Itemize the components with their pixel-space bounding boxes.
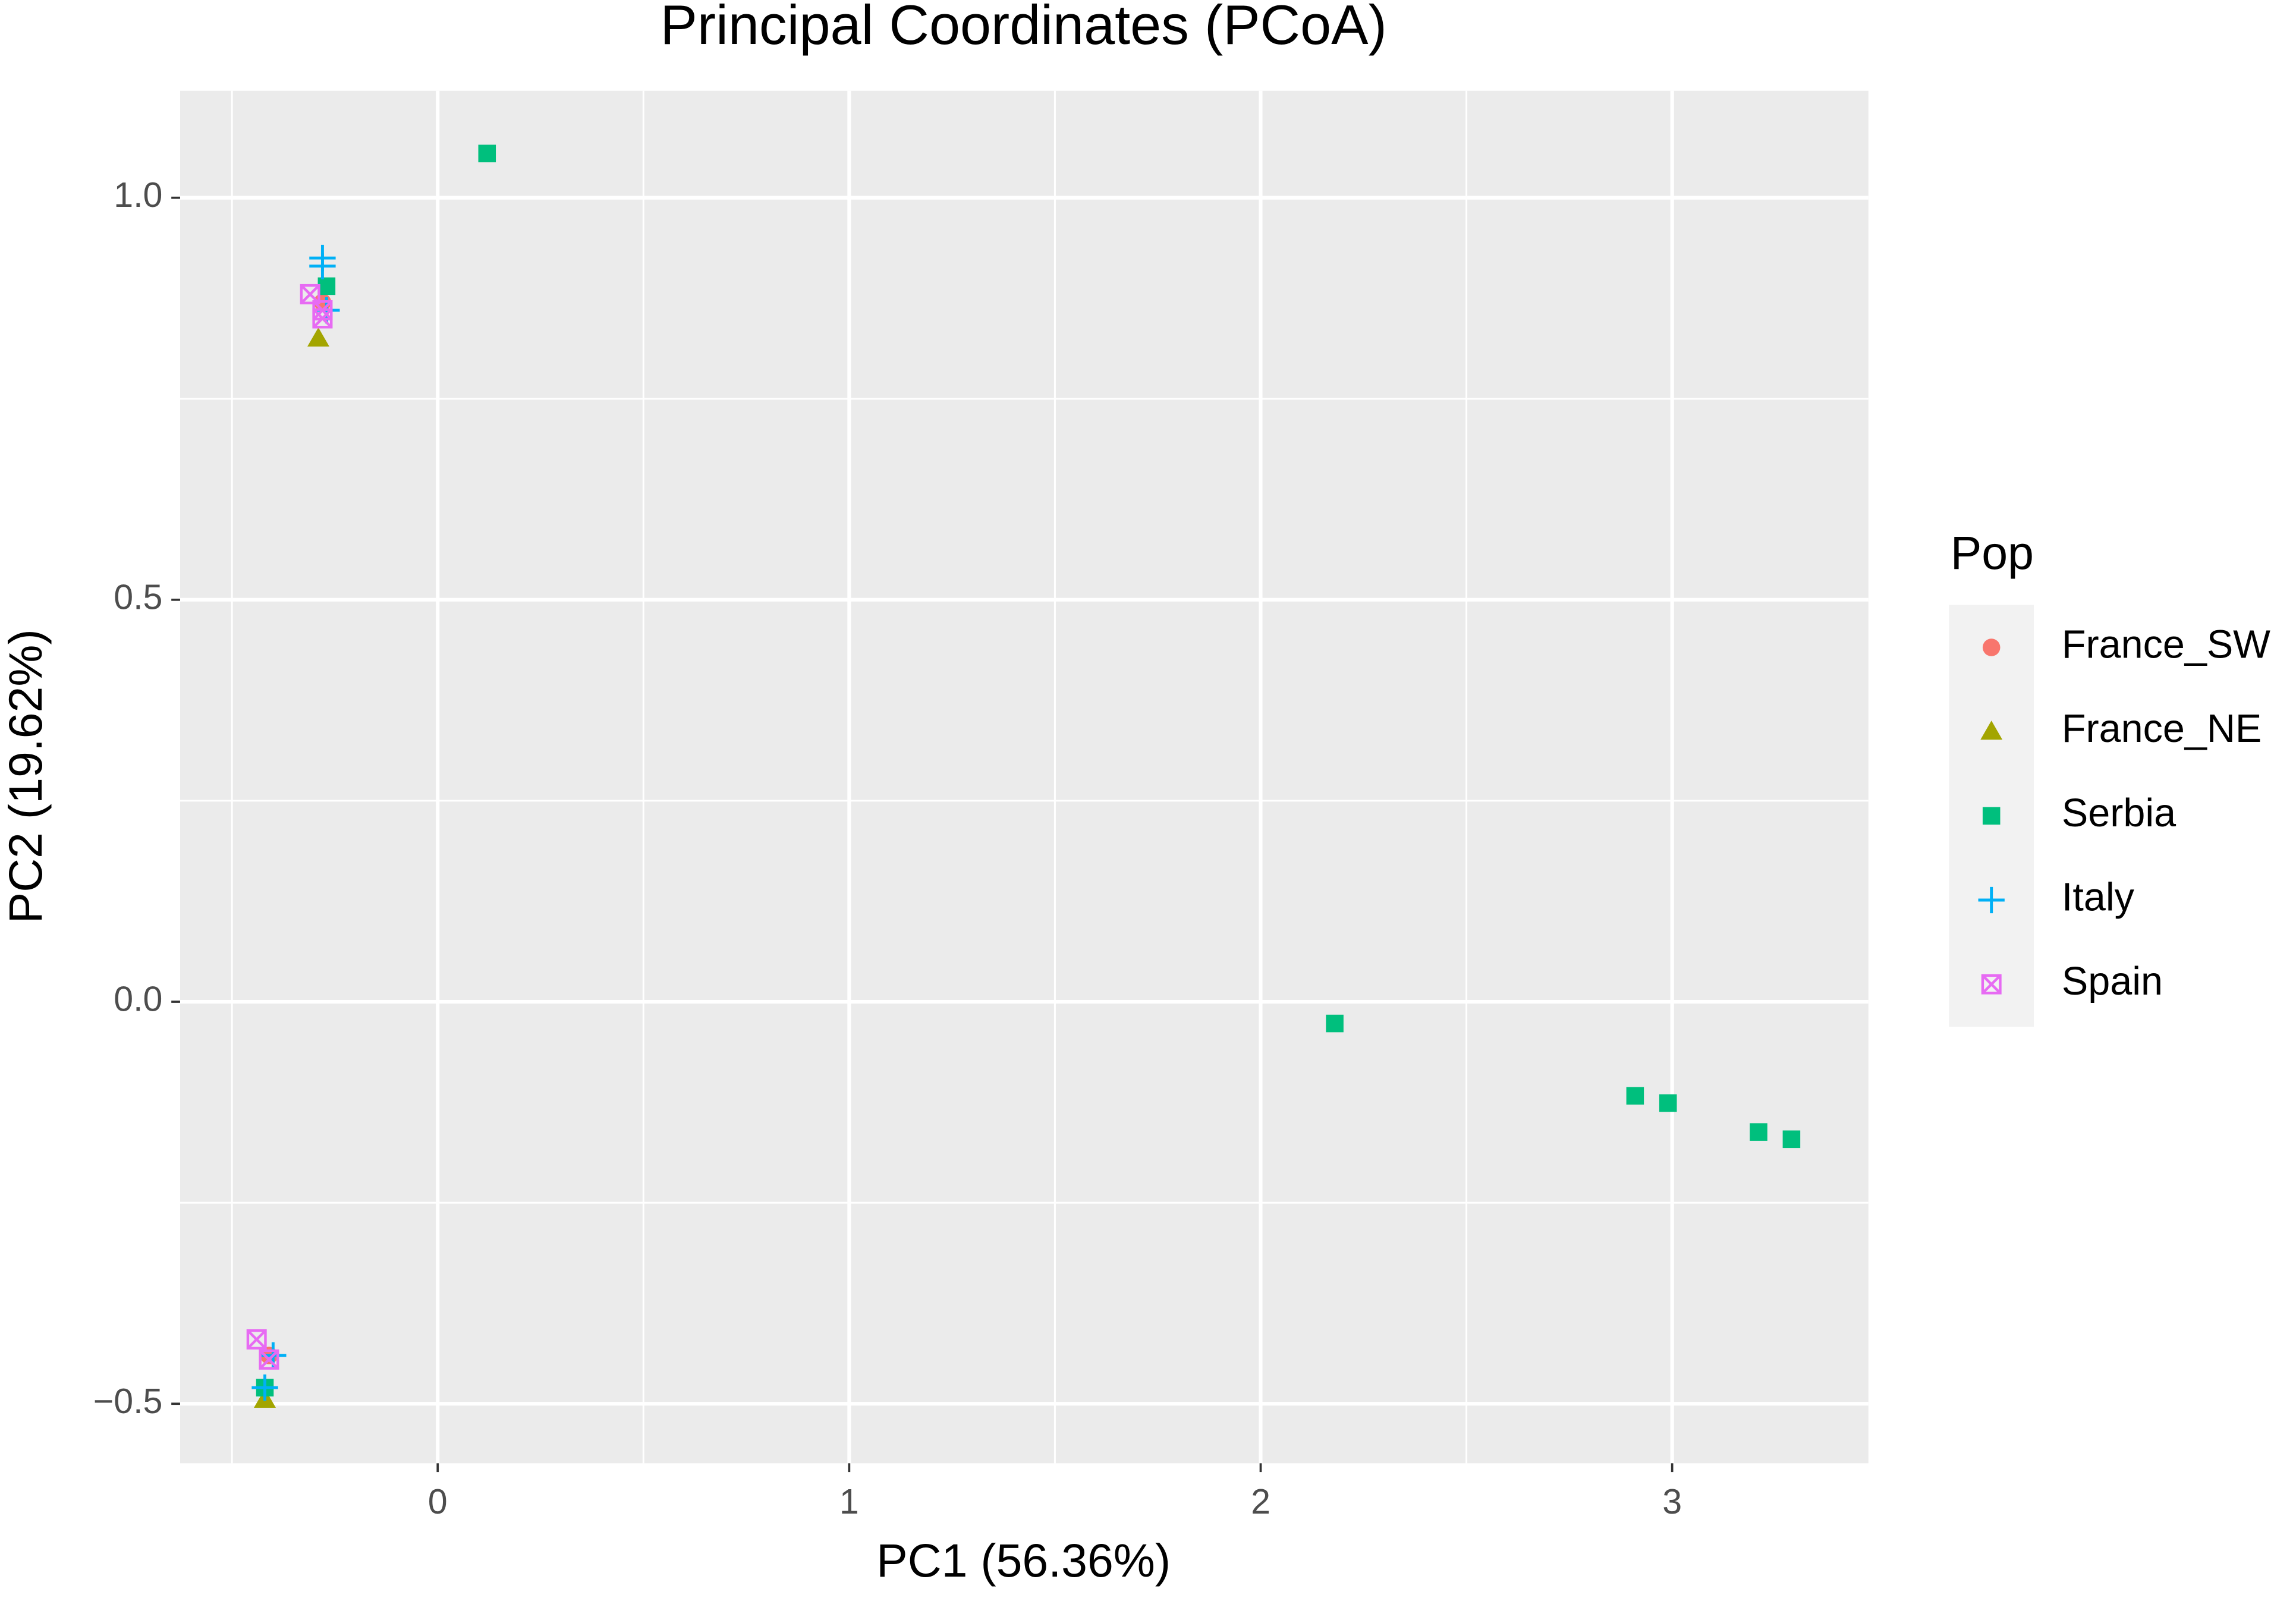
legend-key bbox=[1981, 974, 2002, 995]
legend-key bbox=[1982, 638, 2001, 656]
y-tick-label: 1.0 bbox=[114, 175, 162, 215]
y-tick-label: 0.5 bbox=[114, 577, 162, 616]
legend-key bbox=[1982, 807, 2001, 825]
data-point bbox=[1750, 1123, 1767, 1141]
legend-label: France_NE bbox=[2062, 707, 2262, 751]
x-tick-label: 0 bbox=[428, 1481, 448, 1521]
chart-title: Principal Coordinates (PCoA) bbox=[661, 0, 1387, 56]
data-point bbox=[1326, 1014, 1344, 1033]
data-point bbox=[1659, 1094, 1677, 1112]
x-tick-label: 1 bbox=[839, 1481, 859, 1521]
panel bbox=[180, 90, 1869, 1464]
legend-key bbox=[1980, 721, 2003, 740]
data-point bbox=[317, 277, 336, 295]
legend-label: Italy bbox=[2062, 876, 2135, 920]
x-axis-label: PC1 (56.36%) bbox=[876, 1534, 1171, 1587]
data-point bbox=[300, 284, 320, 304]
data-point bbox=[1782, 1130, 1801, 1149]
data-point bbox=[251, 1374, 278, 1401]
x-tick-label: 2 bbox=[1251, 1481, 1270, 1521]
y-tick-label: −0.5 bbox=[93, 1381, 163, 1421]
data-point bbox=[478, 144, 496, 163]
x-tick-label: 3 bbox=[1662, 1481, 1682, 1521]
y-tick-label: 0.0 bbox=[114, 979, 162, 1019]
data-point bbox=[312, 308, 333, 329]
legend-label: France_SW bbox=[2062, 623, 2270, 667]
data-point bbox=[1626, 1087, 1644, 1105]
legend-title: Pop bbox=[1951, 527, 2034, 579]
y-axis-label: PC2 (19.62%) bbox=[0, 629, 52, 923]
legend-label: Spain bbox=[2062, 960, 2163, 1004]
grid bbox=[180, 90, 1869, 1464]
legend-label: Serbia bbox=[2062, 791, 2176, 835]
data-point bbox=[259, 1349, 279, 1370]
data-point bbox=[246, 1329, 267, 1350]
data-point bbox=[307, 327, 329, 347]
data-point bbox=[309, 253, 336, 279]
legend-key bbox=[1978, 886, 2005, 914]
